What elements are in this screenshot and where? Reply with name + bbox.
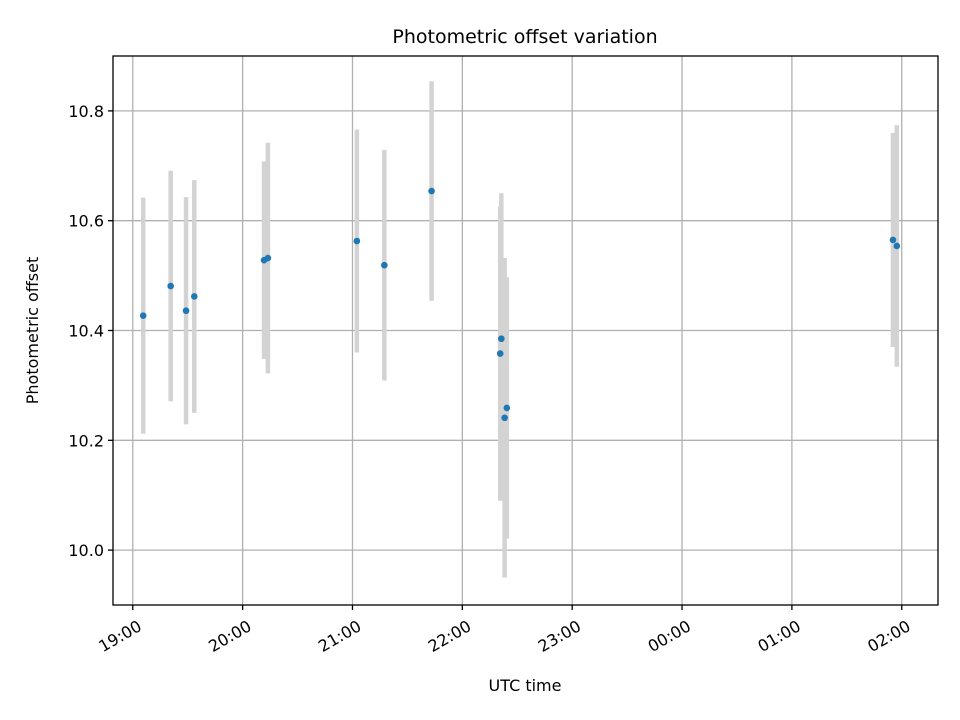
y-tick-label: 10.2 bbox=[68, 431, 104, 450]
data-point bbox=[503, 404, 511, 412]
x-tick-label: 20:00 bbox=[205, 616, 254, 656]
grid-lines bbox=[113, 56, 938, 605]
x-tick-label: 23:00 bbox=[535, 616, 584, 656]
data-point bbox=[167, 282, 174, 290]
x-axis-ticks: 19:00 20:00 21:00 22:00 23:00 00:00 01:00 02:00 bbox=[95, 605, 914, 656]
chart-title: Photometric offset variation bbox=[392, 26, 657, 48]
y-tick-label: 10.0 bbox=[68, 541, 104, 560]
y-axis-label: Photometric offset bbox=[23, 257, 42, 405]
x-tick-label: 22:00 bbox=[425, 616, 474, 656]
data-point bbox=[264, 254, 272, 262]
x-tick-label: 19:00 bbox=[95, 616, 144, 656]
y-tick-label: 10.8 bbox=[68, 102, 104, 121]
y-axis-ticks: 10.0 10.2 10.4 10.6 10.8 bbox=[68, 102, 113, 560]
error-bars bbox=[140, 81, 900, 578]
data-point bbox=[893, 242, 901, 250]
data-point bbox=[190, 293, 198, 300]
data-points bbox=[139, 187, 901, 422]
x-tick-label: 01:00 bbox=[754, 616, 803, 656]
y-tick-label: 10.6 bbox=[68, 212, 104, 231]
data-point bbox=[182, 307, 190, 315]
x-axis-label: UTC time bbox=[489, 676, 562, 695]
data-point bbox=[353, 237, 361, 245]
data-point bbox=[498, 335, 505, 343]
data-point bbox=[496, 350, 504, 357]
data-point bbox=[428, 187, 435, 195]
data-point bbox=[889, 236, 897, 244]
data-point bbox=[501, 414, 508, 422]
x-tick-label: 02:00 bbox=[864, 616, 913, 656]
y-tick-label: 10.4 bbox=[68, 322, 104, 341]
x-tick-label: 21:00 bbox=[315, 616, 364, 656]
x-tick-label: 00:00 bbox=[645, 616, 694, 656]
data-point bbox=[381, 261, 388, 269]
data-point bbox=[139, 312, 147, 319]
